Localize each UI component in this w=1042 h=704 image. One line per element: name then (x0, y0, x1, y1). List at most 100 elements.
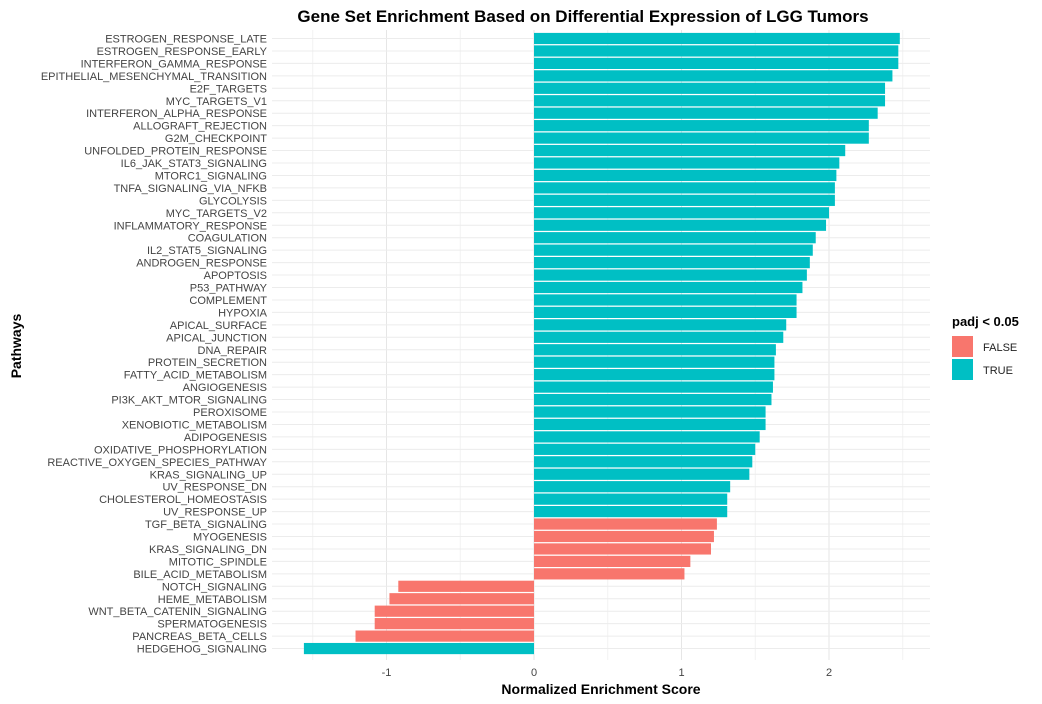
legend-swatch (952, 336, 973, 357)
bar (534, 418, 766, 431)
y-tick-label: TNFA_SIGNALING_VIA_NFKB (114, 183, 267, 195)
y-tick-label: APICAL_SURFACE (170, 320, 267, 332)
bar (534, 331, 784, 343)
bar (534, 57, 899, 69)
y-tick-label: ALLOGRAFT_REJECTION (133, 121, 267, 133)
y-tick-label: MTORC1_SIGNALING (155, 170, 267, 182)
x-axis-tick-labels: -1 0 1 2 (382, 667, 832, 679)
y-tick-label: WNT_BETA_CATENIN_SIGNALING (88, 606, 267, 618)
y-tick-label: UNFOLDED_PROTEIN_RESPONSE (84, 146, 267, 158)
legend-label: TRUE (983, 365, 1013, 377)
y-tick-label: CHOLESTEROL_HOMEOSTASIS (99, 494, 267, 506)
bar (534, 70, 893, 82)
legend-label: FALSE (983, 342, 1017, 354)
bar (534, 107, 878, 119)
y-tick-label: IL2_STAT5_SIGNALING (147, 245, 267, 257)
bar (534, 481, 731, 493)
bar (534, 530, 714, 543)
y-tick-label: ESTROGEN_RESPONSE_EARLY (97, 46, 268, 58)
bar (534, 306, 797, 318)
y-tick-label: COAGULATION (188, 233, 267, 245)
bar (534, 232, 816, 244)
bar (534, 319, 787, 331)
bar (534, 406, 766, 418)
y-tick-label: MYOGENESIS (193, 532, 267, 544)
y-tick-label: HEME_METABOLISM (158, 594, 267, 606)
bar (534, 281, 803, 294)
bar (534, 169, 837, 182)
bar (534, 493, 728, 505)
y-tick-label: SPERMATOGENESIS (157, 619, 267, 631)
y-tick-label: KRAS_SIGNALING_UP (150, 469, 267, 481)
bar (534, 356, 775, 368)
bar (534, 568, 685, 580)
legend: padj < 0.05 FALSE TRUE (952, 314, 1019, 380)
bar (534, 244, 813, 256)
y-tick-label: APOPTOSIS (204, 270, 267, 282)
legend-title: padj < 0.05 (952, 314, 1019, 329)
bar (534, 431, 760, 443)
y-tick-label: G2M_CHECKPOINT (165, 133, 267, 145)
y-tick-label: PEROXISOME (193, 407, 267, 419)
bar (534, 95, 886, 107)
y-tick-label: E2F_TARGETS (190, 83, 267, 95)
y-tick-label: BILE_ACID_METABOLISM (133, 569, 267, 581)
y-tick-label: MITOTIC_SPINDLE (169, 556, 267, 568)
bar (534, 157, 840, 169)
y-axis-title: Pathways (8, 313, 24, 378)
y-axis-tick-labels: ESTROGEN_RESPONSE_LATEESTROGEN_RESPONSE_… (41, 34, 268, 656)
y-tick-label: INTERFERON_ALPHA_RESPONSE (86, 108, 267, 120)
legend-swatch (952, 359, 973, 380)
y-tick-label: EPITHELIAL_MESENCHYMAL_TRANSITION (41, 71, 267, 83)
y-tick-label: GLYCOLYSIS (199, 195, 267, 207)
bar (534, 219, 827, 231)
y-tick-label: HYPOXIA (218, 307, 268, 319)
bar (534, 468, 750, 480)
bars (303, 32, 900, 655)
bar (374, 618, 534, 630)
bar (534, 207, 829, 219)
y-tick-label: ANDROGEN_RESPONSE (136, 258, 267, 270)
bar (398, 580, 534, 592)
y-tick-label: COMPLEMENT (189, 295, 267, 307)
bar (534, 369, 775, 381)
bar (534, 294, 797, 306)
y-tick-label: APICAL_JUNCTION (166, 332, 267, 344)
bar (303, 642, 534, 655)
y-tick-label: ANGIOGENESIS (183, 382, 267, 394)
bar (534, 456, 753, 468)
bar (534, 144, 846, 157)
y-tick-label: DNA_REPAIR (198, 345, 268, 357)
bar (534, 555, 691, 567)
bar (374, 605, 534, 617)
x-tick-label: -1 (382, 667, 392, 679)
bar (534, 132, 869, 144)
y-tick-label: OXIDATIVE_PHOSPHORYLATION (94, 444, 267, 456)
y-tick-label: P53_PATHWAY (190, 283, 268, 295)
bar (534, 443, 756, 455)
bar (534, 543, 711, 555)
x-tick-label: 2 (826, 667, 832, 679)
y-tick-label: NOTCH_SIGNALING (162, 581, 267, 593)
y-tick-label: PI3K_AKT_MTOR_SIGNALING (111, 395, 267, 407)
x-tick-label: 0 (531, 667, 537, 679)
bar (389, 593, 534, 605)
y-tick-label: UV_RESPONSE_UP (163, 507, 267, 519)
y-tick-label: FATTY_ACID_METABOLISM (124, 370, 267, 382)
y-tick-label: PANCREAS_BETA_CELLS (132, 631, 267, 643)
bar (534, 82, 886, 94)
y-tick-label: IL6_JAK_STAT3_SIGNALING (121, 158, 267, 170)
bar (534, 257, 810, 269)
y-tick-label: KRAS_SIGNALING_DN (149, 544, 267, 556)
y-tick-label: XENOBIOTIC_METABOLISM (122, 419, 267, 431)
bar (534, 381, 773, 393)
plot-panel (272, 30, 930, 660)
y-tick-label: INFLAMMATORY_RESPONSE (114, 220, 267, 232)
y-tick-label: ESTROGEN_RESPONSE_LATE (105, 34, 267, 46)
y-tick-label: INTERFERON_GAMMA_RESPONSE (81, 58, 267, 70)
bar (534, 32, 900, 45)
bar (534, 194, 835, 206)
y-tick-label: ADIPOGENESIS (184, 432, 267, 444)
bar (355, 630, 534, 642)
